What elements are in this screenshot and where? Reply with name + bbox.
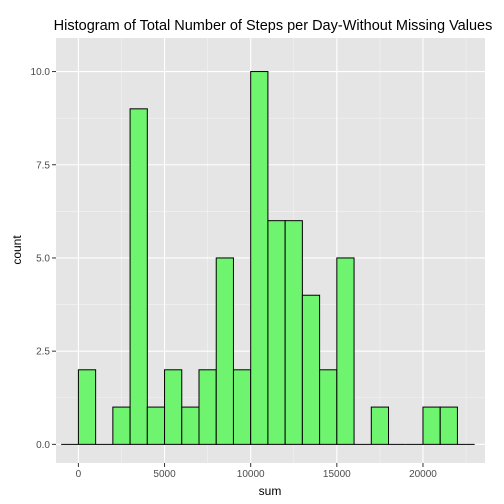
x-axis-ticks: 0 5000 10000 15000 20000 [76,463,437,480]
histogram-bar [439,406,458,445]
x-axis-title: sum [259,484,282,498]
y-tick-label: 10.0 [31,67,51,78]
histogram-bar [112,406,131,445]
histogram-bar [301,294,321,445]
histogram-bar [319,369,338,445]
histogram-bar [164,369,183,445]
x-tick-label: 15000 [323,469,351,480]
histogram-bar [215,257,234,445]
histogram-bar [336,257,355,445]
x-tick-label: 5000 [153,469,176,480]
histogram-bar [129,108,148,445]
histogram-bar [77,369,97,445]
y-axis-title: count [10,235,24,265]
histogram-bar [198,369,217,445]
histogram-bar [284,220,303,445]
histogram-bars [61,71,475,445]
x-tick-label: 10000 [237,469,265,480]
y-tick-label: 7.5 [36,160,50,171]
histogram-bar [370,406,390,445]
histogram-bar [267,220,286,445]
histogram-bar [181,406,200,445]
chart-title: Histogram of Total Number of Steps per D… [54,18,493,34]
x-tick-label: 20000 [409,469,437,480]
y-axis-ticks: 0.0 2.5 5.0 7.5 10.0 [31,67,56,451]
y-tick-label: 5.0 [36,253,50,264]
y-tick-label: 0.0 [36,440,50,451]
histogram-bar [422,406,441,445]
x-tick-label: 0 [76,469,82,480]
histogram-bar [146,406,166,445]
histogram-bar [232,369,252,445]
histogram-bar [250,71,269,445]
y-tick-label: 2.5 [36,347,50,358]
